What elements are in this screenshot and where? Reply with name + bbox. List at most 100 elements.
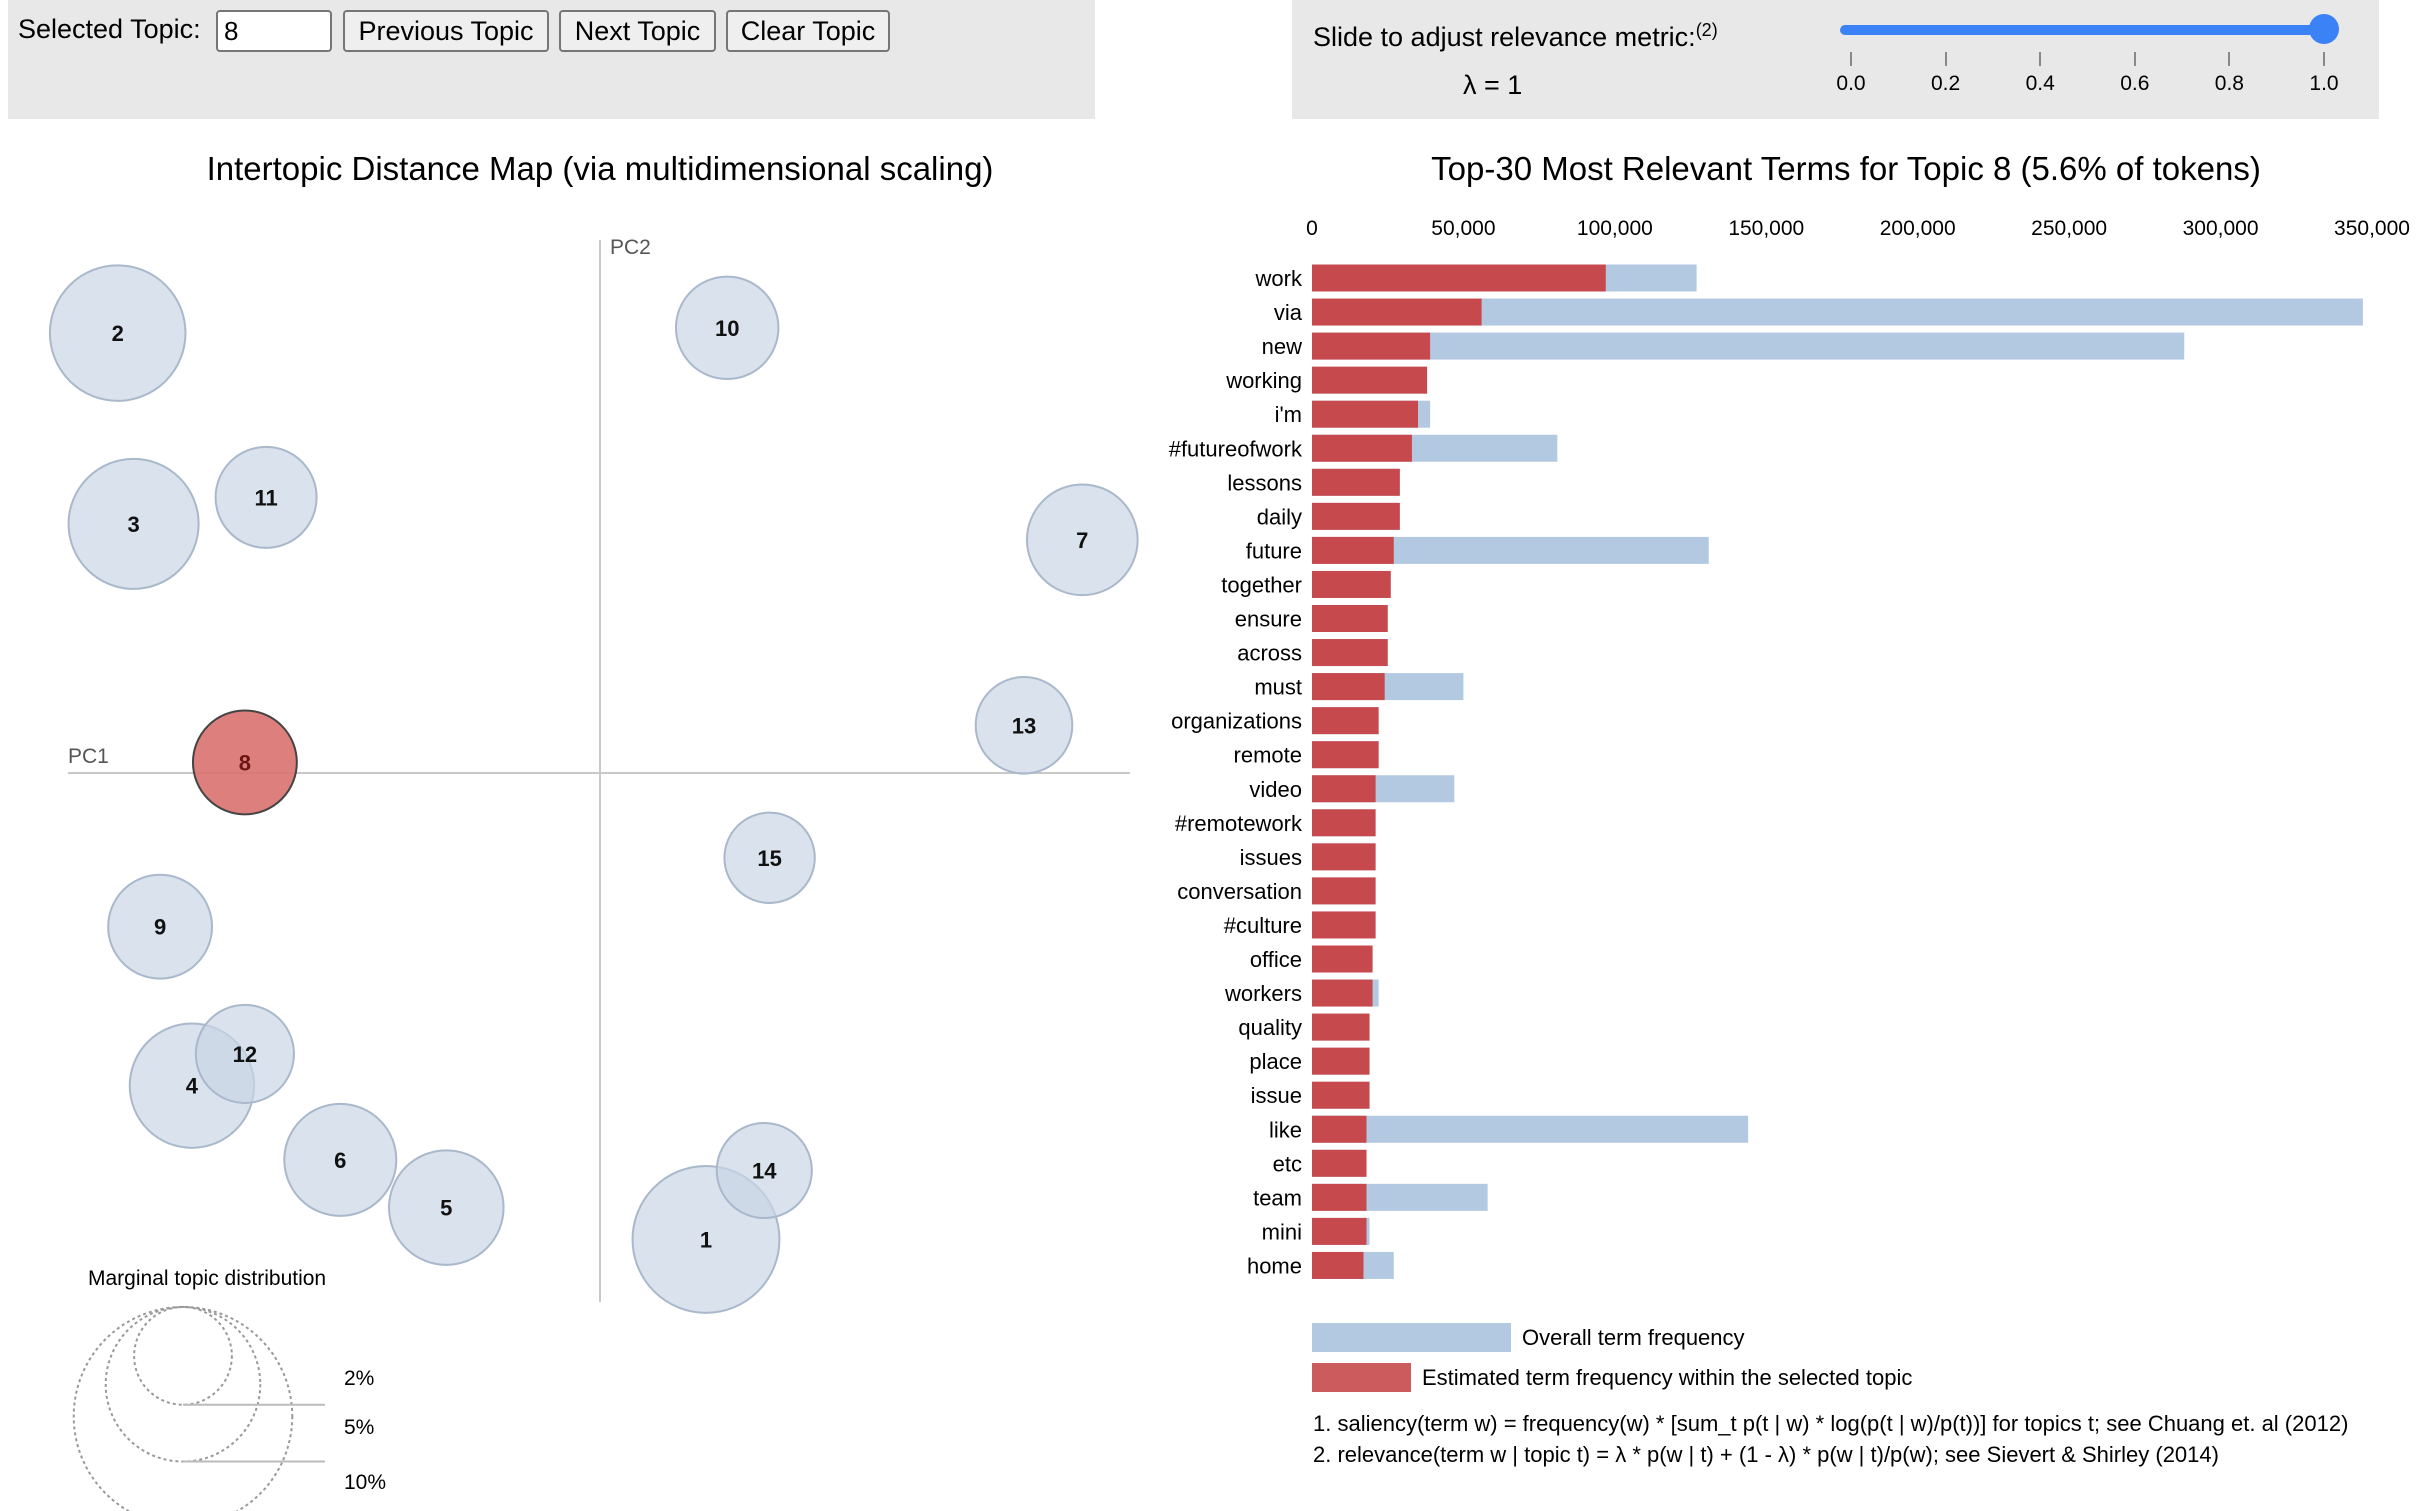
next-topic-button[interactable]: Next Topic xyxy=(559,10,716,52)
relevance-slider-track[interactable] xyxy=(1840,25,2323,35)
topic-label-7: 7 xyxy=(1076,528,1088,553)
legend-label-overall: Overall term frequency xyxy=(1522,1325,1745,1350)
relevance-control-panel xyxy=(1292,0,2379,119)
topic-bubble-8 xyxy=(191,709,298,816)
topic-label-9: 9 xyxy=(154,915,166,940)
selected-topic-input[interactable] xyxy=(216,10,332,52)
topic-bubble-9 xyxy=(107,873,214,980)
topic-bar-#futureofwork xyxy=(1312,434,1412,462)
topic-label-2: 2 xyxy=(112,321,124,346)
topic-bar-remote xyxy=(1312,741,1379,769)
topic-bar-like xyxy=(1312,1115,1367,1143)
legend-swatch-topic xyxy=(1312,1363,1411,1392)
topic-bubble-14 xyxy=(715,1121,813,1220)
term-label: across xyxy=(1237,641,1302,666)
slider-tick xyxy=(1944,52,1947,66)
topic-bar-across xyxy=(1312,639,1388,667)
x-tick-label: 250,000 xyxy=(2031,217,2107,240)
topic-bar-via xyxy=(1312,298,1482,326)
term-label: organizations xyxy=(1171,709,1302,734)
term-label: like xyxy=(1269,1117,1302,1142)
term-label: office xyxy=(1250,947,1302,972)
topic-bar-together xyxy=(1312,570,1391,598)
relevant-terms-title: Top-30 Most Relevant Terms for Topic 8 (… xyxy=(1431,150,2261,187)
topic-label-4: 4 xyxy=(186,1074,199,1099)
topic-bar-home xyxy=(1312,1251,1364,1279)
clear-topic-button[interactable]: Clear Topic xyxy=(726,10,890,52)
topic-bar-quality xyxy=(1312,1013,1370,1041)
term-label: #futureofwork xyxy=(1169,436,1303,461)
slider-tick-label: 1.0 xyxy=(2309,72,2339,95)
topic-bubble-11 xyxy=(214,445,318,549)
topic-bar-issue xyxy=(1312,1081,1370,1109)
pc1-axis-label: PC1 xyxy=(68,745,109,768)
topic-label-8: 8 xyxy=(239,750,251,775)
topic-bar-place xyxy=(1312,1047,1370,1075)
topic-bubble-13 xyxy=(974,676,1074,775)
term-label: remote xyxy=(1234,743,1302,768)
x-tick-label: 300,000 xyxy=(2183,217,2259,240)
term-label: together xyxy=(1221,572,1302,597)
term-label: ensure xyxy=(1235,607,1302,632)
footnote-relevance: 2. relevance(term w | topic t) = λ * p(w… xyxy=(1313,1442,2219,1467)
x-tick-label: 0 xyxy=(1306,217,1318,240)
topic-bar-mini xyxy=(1312,1217,1367,1245)
slider-tick-label: 0.4 xyxy=(2025,72,2055,95)
legend-swatch-overall xyxy=(1312,1323,1511,1352)
overall-bar-via xyxy=(1312,298,2363,326)
slider-tick-label: 0.2 xyxy=(1930,72,1961,95)
topic-label-11: 11 xyxy=(254,485,277,510)
term-label: home xyxy=(1247,1253,1302,1278)
term-label: via xyxy=(1274,300,1303,325)
term-label: etc xyxy=(1273,1151,1302,1176)
term-label: workers xyxy=(1224,981,1302,1006)
topic-bar-lessons xyxy=(1312,468,1400,496)
marginal-label-2pct: 2% xyxy=(344,1367,374,1390)
topic-label-14: 14 xyxy=(752,1159,777,1184)
topic-label-3: 3 xyxy=(127,512,139,537)
relevance-slider-label-text: Slide to adjust relevance metric: xyxy=(1313,22,1696,52)
term-label: issues xyxy=(1240,845,1302,870)
term-label: place xyxy=(1249,1049,1302,1074)
term-label: future xyxy=(1246,538,1302,563)
slider-tick-label: 0.6 xyxy=(2120,72,2150,95)
term-label: lessons xyxy=(1227,470,1302,495)
topic-bar-daily xyxy=(1312,502,1400,530)
term-label: daily xyxy=(1257,504,1302,529)
x-tick-label: 200,000 xyxy=(1880,217,1956,240)
relevance-slider-label: Slide to adjust relevance metric:(2) xyxy=(1313,20,1718,53)
topic-bubble-2 xyxy=(48,264,187,402)
term-label: must xyxy=(1254,675,1302,700)
x-tick-label: 100,000 xyxy=(1577,217,1653,240)
marginal-distribution-legend: Marginal topic distribution 2% 5% 10% xyxy=(72,1267,386,1511)
term-label: conversation xyxy=(1177,879,1302,904)
topic-label-15: 15 xyxy=(757,846,781,871)
term-label: #culture xyxy=(1224,913,1302,938)
topic-bubble-10 xyxy=(674,275,780,381)
term-label: i'm xyxy=(1275,402,1302,427)
marginal-label-5pct: 5% xyxy=(344,1416,374,1439)
term-label: mini xyxy=(1262,1219,1302,1244)
topic-bar-new xyxy=(1312,332,1431,360)
previous-topic-button[interactable]: Previous Topic xyxy=(343,10,549,52)
topic-bar-etc xyxy=(1312,1149,1367,1177)
topic-bar-ensure xyxy=(1312,605,1388,632)
topic-bubble-7 xyxy=(1025,483,1139,597)
slider-tick xyxy=(2133,52,2136,66)
topic-bar-video xyxy=(1312,775,1376,803)
legend-label-topic: Estimated term frequency within the sele… xyxy=(1422,1365,1912,1390)
topic-bar-workers xyxy=(1312,979,1373,1007)
topic-bar-must xyxy=(1312,673,1385,701)
topic-bubble-15 xyxy=(723,811,816,904)
topic-label-1: 1 xyxy=(700,1227,712,1252)
relevance-slider-thumb[interactable] xyxy=(2309,14,2339,44)
topic-control-panel xyxy=(8,0,1095,119)
term-label: working xyxy=(1225,368,1302,393)
slider-tick-label: 0.0 xyxy=(1836,72,1866,95)
topic-label-13: 13 xyxy=(1012,713,1036,738)
topic-bar-conversation xyxy=(1312,877,1376,905)
slider-tick-label: 0.8 xyxy=(2214,72,2244,95)
footnote-2-ref: (2) xyxy=(1695,20,1718,40)
